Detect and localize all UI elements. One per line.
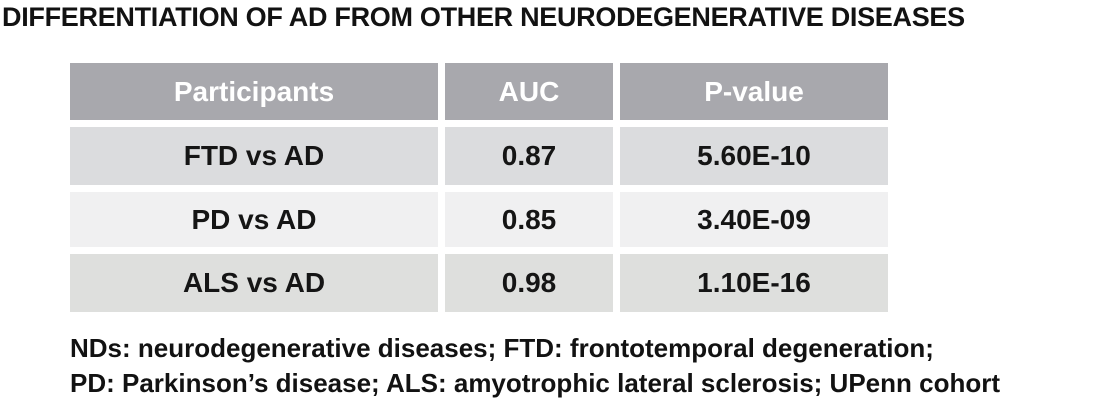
table-cell-auc: 0.98	[445, 254, 613, 312]
table-cell-pvalue: 5.60E-10	[620, 127, 888, 185]
results-table: Participants AUC P-value FTD vs AD 0.87 …	[70, 63, 888, 312]
table-cell-auc: 0.85	[445, 192, 613, 247]
table-cell-auc: 0.87	[445, 127, 613, 185]
table-cell-participants: PD vs AD	[70, 192, 438, 247]
table-cell-participants: FTD vs AD	[70, 127, 438, 185]
column-header-pvalue: P-value	[620, 63, 888, 120]
page-title: DIFFERENTIATION OF AD FROM OTHER NEURODE…	[2, 2, 965, 32]
footnote-line-1: NDs: neurodegenerative diseases; FTD: fr…	[70, 333, 934, 363]
column-header-auc: AUC	[445, 63, 613, 120]
table-cell-pvalue: 1.10E-16	[620, 254, 888, 312]
footnote: NDs: neurodegenerative diseases; FTD: fr…	[70, 331, 1000, 401]
table-cell-pvalue: 3.40E-09	[620, 192, 888, 247]
table-cell-participants: ALS vs AD	[70, 254, 438, 312]
footnote-line-2: PD: Parkinson’s disease; ALS: amyotrophi…	[70, 368, 1001, 398]
column-header-participants: Participants	[70, 63, 438, 120]
